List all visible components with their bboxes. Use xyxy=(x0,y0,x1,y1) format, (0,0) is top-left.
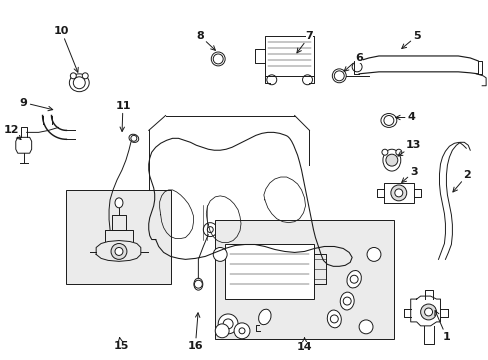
Text: 4: 4 xyxy=(395,112,415,122)
Ellipse shape xyxy=(129,134,139,143)
Circle shape xyxy=(70,73,76,79)
Circle shape xyxy=(424,308,432,316)
Ellipse shape xyxy=(258,309,270,325)
Circle shape xyxy=(111,243,127,260)
Circle shape xyxy=(234,323,249,339)
Bar xyxy=(215,220,393,339)
Circle shape xyxy=(385,154,397,166)
Text: 15: 15 xyxy=(113,337,128,351)
Circle shape xyxy=(213,54,223,64)
Text: 10: 10 xyxy=(54,26,78,72)
Circle shape xyxy=(366,247,380,261)
Text: 1: 1 xyxy=(434,311,449,342)
Circle shape xyxy=(395,149,401,155)
Circle shape xyxy=(223,319,233,329)
Ellipse shape xyxy=(326,310,341,328)
Circle shape xyxy=(302,75,312,85)
Circle shape xyxy=(131,135,137,141)
Bar xyxy=(66,190,170,284)
Circle shape xyxy=(203,223,217,237)
Circle shape xyxy=(215,324,229,338)
Ellipse shape xyxy=(194,278,203,290)
Text: 7: 7 xyxy=(296,31,313,53)
Text: 5: 5 xyxy=(401,31,420,49)
Text: 3: 3 xyxy=(401,167,417,183)
Ellipse shape xyxy=(382,149,400,171)
Circle shape xyxy=(381,149,387,155)
Circle shape xyxy=(351,62,361,72)
Circle shape xyxy=(207,227,213,233)
Circle shape xyxy=(343,297,350,305)
Text: 16: 16 xyxy=(187,313,203,351)
Text: 11: 11 xyxy=(115,100,130,131)
Circle shape xyxy=(266,75,276,85)
Circle shape xyxy=(239,328,244,334)
Ellipse shape xyxy=(340,292,353,310)
Circle shape xyxy=(213,247,226,261)
Circle shape xyxy=(330,315,338,323)
Ellipse shape xyxy=(380,113,396,127)
Circle shape xyxy=(194,280,202,288)
Ellipse shape xyxy=(332,69,346,83)
Circle shape xyxy=(73,77,85,89)
Circle shape xyxy=(394,189,402,197)
Text: 6: 6 xyxy=(344,53,362,71)
Text: 9: 9 xyxy=(20,98,53,111)
Ellipse shape xyxy=(115,198,122,208)
Text: 14: 14 xyxy=(296,338,312,352)
Ellipse shape xyxy=(211,52,224,66)
Circle shape xyxy=(349,275,357,283)
Ellipse shape xyxy=(346,270,361,288)
Circle shape xyxy=(218,314,238,334)
Circle shape xyxy=(334,71,344,81)
Circle shape xyxy=(358,320,372,334)
Circle shape xyxy=(82,73,88,79)
Circle shape xyxy=(420,304,436,320)
Circle shape xyxy=(383,116,393,125)
Text: 13: 13 xyxy=(397,140,421,156)
Text: 2: 2 xyxy=(452,170,470,192)
Circle shape xyxy=(115,247,122,255)
Text: 8: 8 xyxy=(196,31,215,50)
Circle shape xyxy=(390,185,406,201)
Bar xyxy=(224,244,314,299)
Ellipse shape xyxy=(69,74,89,92)
Text: 12: 12 xyxy=(4,125,21,140)
